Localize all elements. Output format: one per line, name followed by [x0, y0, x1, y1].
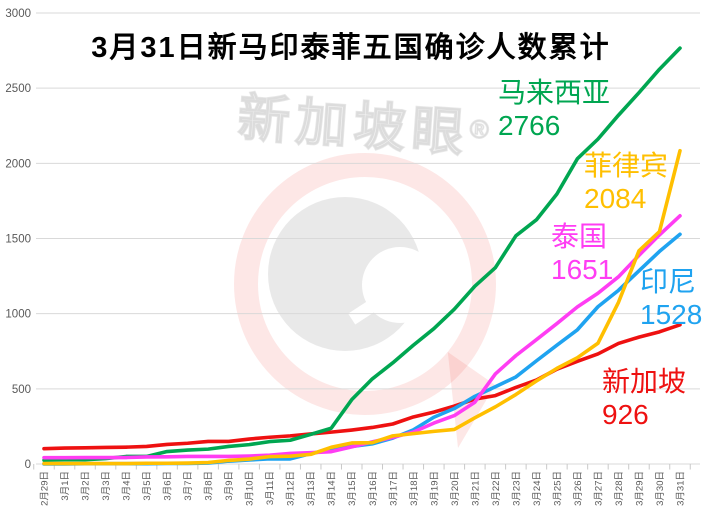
svg-text:1000: 1000	[5, 309, 31, 321]
svg-text:3月22日: 3月22日	[491, 471, 502, 506]
chart-title: 3月31日新马印泰菲五国确诊人数累计	[91, 32, 611, 64]
svg-text:3月28日: 3月28日	[614, 471, 625, 506]
series-value: 1651	[551, 254, 614, 285]
svg-text:3月3日: 3月3日	[101, 471, 112, 501]
series-label-philippines: 菲律宾 2084	[584, 149, 668, 215]
series-label-singapore: 新加坡 926	[602, 365, 686, 431]
svg-text:3月15日: 3月15日	[347, 471, 358, 506]
svg-text:3月16日: 3月16日	[368, 471, 379, 506]
series-line-philippines	[42, 148, 682, 466]
svg-text:3月23日: 3月23日	[511, 471, 522, 506]
series-label-thailand: 泰国 1651	[551, 220, 613, 286]
svg-text:3000: 3000	[5, 8, 31, 20]
series-value: 926	[602, 399, 649, 430]
svg-text:3月9日: 3月9日	[224, 471, 235, 501]
svg-text:3月6日: 3月6日	[163, 471, 174, 501]
svg-text:2000: 2000	[5, 158, 31, 170]
y-axis-labels: 0 500 1000 1500 2000 2500 3000	[5, 8, 31, 471]
svg-text:3月31日: 3月31日	[676, 471, 687, 506]
svg-text:3月4日: 3月4日	[122, 471, 133, 501]
x-axis-ticks	[33, 464, 691, 470]
svg-text:500: 500	[12, 384, 31, 396]
series-name: 新加坡	[602, 366, 687, 397]
svg-text:1500: 1500	[5, 234, 31, 246]
series-value: 2766	[498, 110, 561, 141]
svg-text:0: 0	[25, 459, 31, 471]
series-label-indonesia: 印尼 1528	[640, 265, 702, 331]
svg-text:3月18日: 3月18日	[409, 471, 420, 506]
series-name: 泰国	[551, 221, 608, 252]
series-name: 马来西亚	[498, 77, 611, 108]
svg-text:3月12日: 3月12日	[286, 471, 297, 506]
svg-text:3月5日: 3月5日	[142, 471, 153, 501]
gridlines	[36, 12, 700, 465]
series-value: 1528	[640, 299, 702, 330]
x-axis-labels: 2月29日 3月1日 3月2日 3月3日 3月4日 3月5日 3月6日 3月7日 3月8日 3月9…	[40, 471, 687, 506]
svg-text:3月20日: 3月20日	[450, 471, 461, 506]
svg-text:3月26日: 3月26日	[573, 471, 584, 506]
series-name: 菲律宾	[584, 150, 669, 181]
svg-text:3月27日: 3月27日	[593, 471, 604, 506]
series-value: 2084	[584, 183, 647, 214]
svg-text:3月8日: 3月8日	[204, 471, 215, 501]
svg-text:2500: 2500	[5, 83, 31, 95]
svg-text:3月1日: 3月1日	[60, 471, 71, 501]
svg-text:3月17日: 3月17日	[388, 471, 399, 506]
svg-text:3月13日: 3月13日	[306, 471, 317, 506]
svg-text:3月11日: 3月11日	[265, 471, 276, 505]
svg-text:3月2日: 3月2日	[81, 471, 92, 501]
svg-text:3月24日: 3月24日	[532, 471, 543, 506]
svg-text:3月30日: 3月30日	[655, 471, 666, 506]
svg-text:3月10日: 3月10日	[245, 471, 256, 506]
svg-text:3月19日: 3月19日	[429, 471, 440, 506]
series-line-singapore	[42, 322, 682, 451]
svg-text:3月7日: 3月7日	[183, 471, 194, 501]
series-label-malaysia: 马来西亚 2766	[498, 76, 610, 142]
series-name: 印尼	[640, 266, 697, 297]
svg-text:3月21日: 3月21日	[470, 471, 481, 506]
svg-text:3月14日: 3月14日	[327, 471, 338, 506]
svg-text:3月29日: 3月29日	[634, 471, 645, 506]
svg-text:3月25日: 3月25日	[552, 471, 563, 506]
svg-text:2月29日: 2月29日	[40, 471, 51, 506]
